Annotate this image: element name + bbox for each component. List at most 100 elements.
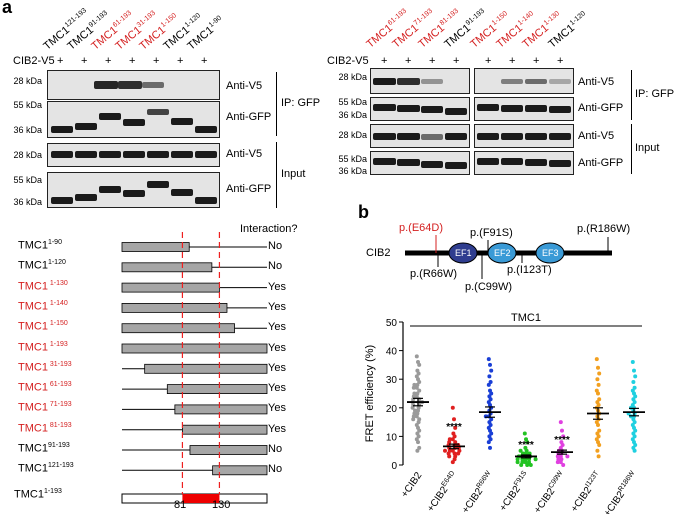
left-input-v5-blot [47,143,220,167]
row-label-anti-v5-ip-right: Anti-V5 [578,76,615,88]
data-point [416,440,420,445]
data-point [515,457,520,462]
data-point [486,440,491,445]
interaction-result: Yes [268,422,286,435]
data-point [558,460,563,465]
kda-55-input-left: 55 kDa [13,175,42,185]
left-plus-sign: + [129,55,136,67]
data-point [452,417,456,422]
construct-bar [121,343,268,354]
data-point [417,380,422,385]
full-length-label: TMC11-193 [14,488,62,501]
data-point [595,377,600,382]
data-point [555,460,560,465]
data-point [561,434,566,439]
construct-bar [121,242,190,252]
construct-bar [144,363,268,374]
y-axis-label: FRET efficiency (%) [364,345,376,442]
left-plus-sign: + [177,55,184,67]
interaction-result: Yes [268,382,286,395]
row-label-anti-gfp-ip-left: Anti-GFP [226,111,272,123]
right-plus-sign: + [485,55,492,67]
data-point [488,422,493,427]
interaction-result: Yes [268,280,286,293]
data-point [415,448,420,453]
data-point [417,428,422,433]
data-point [596,402,601,407]
input-label-right: Input [635,142,660,154]
ef2-domain [487,242,517,264]
construct-name: TMC1 1-150 [18,320,68,333]
data-point [414,414,419,419]
right-plus-sign: + [453,55,460,67]
x-tick-label: +CIB2R186W [601,470,641,514]
left-ip-gfp-blot [47,101,220,138]
construct-bar [121,282,220,293]
interaction-result: No [268,443,283,455]
data-point [489,417,494,422]
data-point [632,434,637,439]
marker-81: 81 [174,499,187,511]
x-tick-label: +CIB2F91S [497,470,533,514]
data-point [565,454,570,459]
construct-name: TMC11-90 [18,239,62,252]
mutation-r66w: p.(R66W) [410,268,458,280]
left-plus-sign: + [81,55,88,67]
mutation-f91s: p.(F91S) [470,227,513,239]
row-label-anti-gfp-input-left: Anti-GFP [226,183,272,195]
input-label-left: Input [281,168,306,180]
data-point [411,385,416,390]
construct-bar [121,262,213,273]
ef1-label: EF1 [455,248,472,258]
row-label-anti-gfp-ip-right: Anti-GFP [578,102,624,114]
cib2-label: CIB2 [366,247,391,259]
data-point [416,420,421,425]
x-tick-label: +CIB2R66W [459,470,496,514]
construct-map [121,232,268,504]
construct-bar [121,323,235,334]
mutation-i123t: p.(I123T) [507,264,552,276]
kda-36-input-left: 36 kDa [13,197,42,207]
data-point [597,397,602,402]
mutation-r186w: p.(R186W) [577,223,631,235]
interaction-result: No [268,260,283,273]
y-tick-label: 30 [386,375,398,386]
data-point [595,448,600,453]
x-tick-label: +CIB2I123T [568,469,605,514]
data-point [488,397,493,402]
data-point [417,445,422,450]
data-point [447,454,452,459]
kda-36-right: 36 kDa [338,110,367,120]
data-point [632,448,637,453]
data-point [633,442,638,447]
construct-name: TMC1 1-140 [18,299,68,313]
right-ip-gfp-blot-1 [370,97,470,121]
kda-28-input-left: 28 kDa [13,150,42,160]
construct-bar [174,404,268,415]
y-tick-label: 0 [391,461,397,472]
interaction-result: No [268,463,283,476]
data-point [632,385,637,390]
interaction-result: No [268,240,283,252]
data-point [416,434,421,439]
right-plus-sign: + [533,55,540,67]
data-point [486,357,491,362]
y-tick-label: 20 [386,404,398,415]
data-point [633,374,638,379]
data-point [488,445,492,450]
construct-name: TMC1 31-193 [18,360,72,374]
construct-name: TMC1 1-130 [18,279,68,293]
data-point [597,442,602,447]
right-input-v5-blot-1 [370,124,470,148]
significance-label: **** [446,422,462,433]
cib2-domain-diagram [405,235,612,279]
ef2-label: EF2 [494,248,511,258]
construct-name: TMC1121-193 [18,462,74,475]
data-point [414,385,419,390]
ip-gfp-label-right: IP: GFP [635,88,675,100]
kda-36-input-right: 36 kDa [338,166,367,176]
data-point [533,457,538,462]
right-ip-v5-blot-2 [474,68,574,94]
kda-28: 28 kDa [13,76,42,86]
data-point [488,380,493,385]
